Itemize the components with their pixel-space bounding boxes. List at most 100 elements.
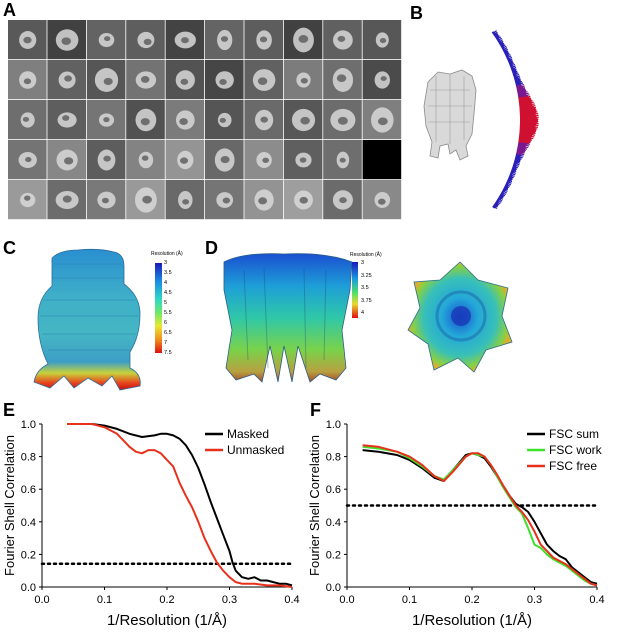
class-average-tile [283,100,323,140]
y-tick-label: 0.4 [326,517,341,529]
angular-bin [516,153,522,156]
angular-bin [517,147,526,151]
colorbar-tick-label: 7.5 [164,350,172,356]
angular-bin [519,131,536,135]
angular-bin [516,149,526,152]
angular-bin [495,200,501,205]
angular-bin [492,32,496,35]
angular-bin [508,176,513,179]
angular-bin [519,125,536,127]
angular-bin [510,172,516,176]
angular-bin [506,180,512,184]
angular-bin [500,44,506,48]
angular-distribution-plot [423,30,539,210]
angular-bin [506,55,509,58]
angular-bin [511,167,517,171]
angular-bin [509,173,513,176]
angular-bin [519,112,537,115]
angular-bin [496,36,502,41]
class-average-tile [86,140,126,180]
class-average-tile [8,20,47,60]
colorbar-tick-label: 3.25 [361,272,372,279]
angular-bin [511,169,517,173]
angular-bin [517,93,527,97]
x-tick-label: 0.4 [589,594,604,606]
angular-bin [519,106,534,109]
angular-bin [517,145,529,149]
angular-bin [517,144,526,147]
angular-bin [500,43,505,47]
angular-bin [516,152,525,156]
angular-bin [518,97,532,101]
class-average-tile [86,180,126,220]
angular-bin [519,133,536,136]
angular-bin [505,182,509,186]
angular-bin [508,61,513,65]
angular-bin [496,199,499,203]
class-average-tile [126,60,165,100]
angular-bin [510,66,517,70]
x-axis-label: 1/Resolution (1/Å) [412,612,532,629]
angular-bin [516,86,524,90]
angular-bin [519,129,537,132]
angular-bin [517,90,526,94]
angular-bin [512,70,517,73]
angular-bin [511,168,517,172]
angular-bin [519,125,539,128]
class-average-tile [362,100,402,140]
class-average-tile [47,20,86,60]
x-tick-label: 0.0 [339,594,354,606]
angular-bin [509,63,513,67]
angular-bin [516,149,525,153]
colorbar-tick-label: 4 [164,280,168,286]
angular-bin [504,185,509,189]
angular-bin [502,47,505,50]
class-average-tile [126,180,165,220]
y-tick-label: 0.2 [21,549,36,561]
angular-bin [499,195,504,199]
angular-bin [502,47,508,51]
angular-bin [513,161,518,164]
class-average-tile [323,100,362,140]
y-tick-label: 1.0 [21,419,36,431]
class-average-tile [283,180,323,220]
angular-bin [501,191,507,196]
angular-bin [500,44,505,48]
angular-bin [513,162,520,166]
angular-bin [506,57,510,60]
class-average-tile [323,60,362,100]
angular-bin [518,139,531,143]
legend-label: Masked [227,427,269,441]
angular-bin [512,166,517,169]
angular-bin [495,35,500,39]
angular-bin [517,92,527,95]
angular-bin [515,82,521,85]
angular-bin [514,78,521,82]
angular-bin [512,167,518,170]
angular-bin [498,40,502,44]
angular-bin [516,88,525,91]
class-averages-grid [8,20,402,220]
class-average-tile [244,100,283,140]
angular-bin [499,194,504,198]
angular-bin [509,174,513,178]
angular-bin [519,127,538,130]
angular-bin [516,151,523,155]
class-average-tile [323,140,362,180]
colorbar-tick-label: 7 [164,340,168,346]
angular-bin [513,76,519,80]
angular-bin [507,58,513,62]
angular-bin [516,85,525,89]
angular-bin [515,80,521,83]
angular-bin [506,182,512,186]
angular-bin [519,124,539,127]
angular-bin [517,143,530,147]
angular-bin [503,48,509,53]
y-tick-label: 0.6 [326,484,341,496]
angular-bin [514,157,521,161]
class-average-tile [205,180,244,220]
colorbar-tick-label: 5 [164,300,168,306]
class-average-tile [323,180,362,220]
angular-bin [511,69,517,73]
class-average-tile [47,180,86,220]
